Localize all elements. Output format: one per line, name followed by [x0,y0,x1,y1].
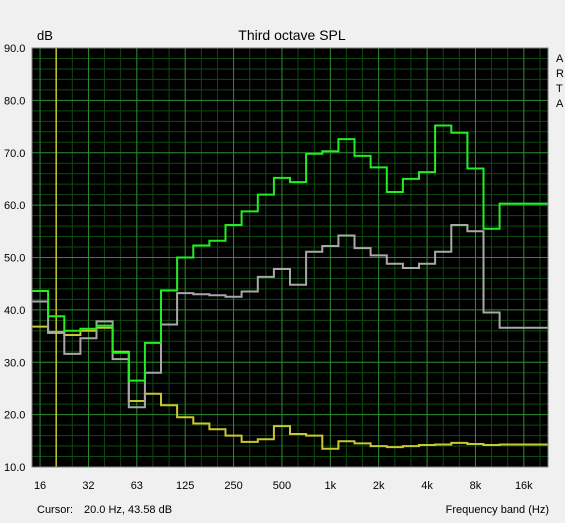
x-axis-label: Frequency band (Hz) [446,504,549,516]
y-tick-label: 50.0 [4,253,25,265]
legend-letter-3: A [556,98,564,110]
x-tick-label: 32 [82,480,94,492]
chart-title: Third octave SPL [238,27,346,43]
cursor-readout: 20.0 Hz, 43.58 dB [84,504,172,516]
y-axis-label: dB [37,28,53,43]
series-line-1 [32,224,548,409]
legend-letter-1: R [556,68,564,80]
x-tick-label: 16k [515,480,533,492]
x-tick-label: 2k [373,480,385,492]
legend-letter-2: T [556,83,563,95]
legend-letter-0: A [556,53,564,65]
x-axis-ticks: 16 32 63 125 250 500 1k 2k 4k 8k 16k [34,480,533,492]
y-tick-label: 20.0 [4,410,25,422]
x-tick-label: 500 [273,480,291,492]
y-axis-ticks: 90.0 80.0 70.0 60.0 50.0 40.0 30.0 20.0 10.0 [4,43,25,474]
y-tick-label: 90.0 [4,43,25,55]
legend-fragment: A R T A [556,53,564,110]
y-tick-label: 10.0 [4,462,25,474]
y-tick-label: 80.0 [4,95,25,107]
x-tick-label: 4k [421,480,433,492]
x-tick-label: 8k [470,480,482,492]
series-line-0 [32,124,548,382]
y-tick-label: 70.0 [4,148,25,160]
y-tick-label: 30.0 [4,357,25,369]
x-tick-label: 1k [325,480,337,492]
plot-border [31,47,549,468]
x-tick-label: 125 [176,480,194,492]
x-tick-label: 63 [131,480,143,492]
x-tick-label: 250 [224,480,242,492]
series-layer [32,124,548,450]
y-tick-label: 40.0 [4,305,25,317]
x-tick-label: 16 [34,480,46,492]
cursor-label: Cursor: [37,504,73,516]
y-tick-label: 60.0 [4,200,25,212]
